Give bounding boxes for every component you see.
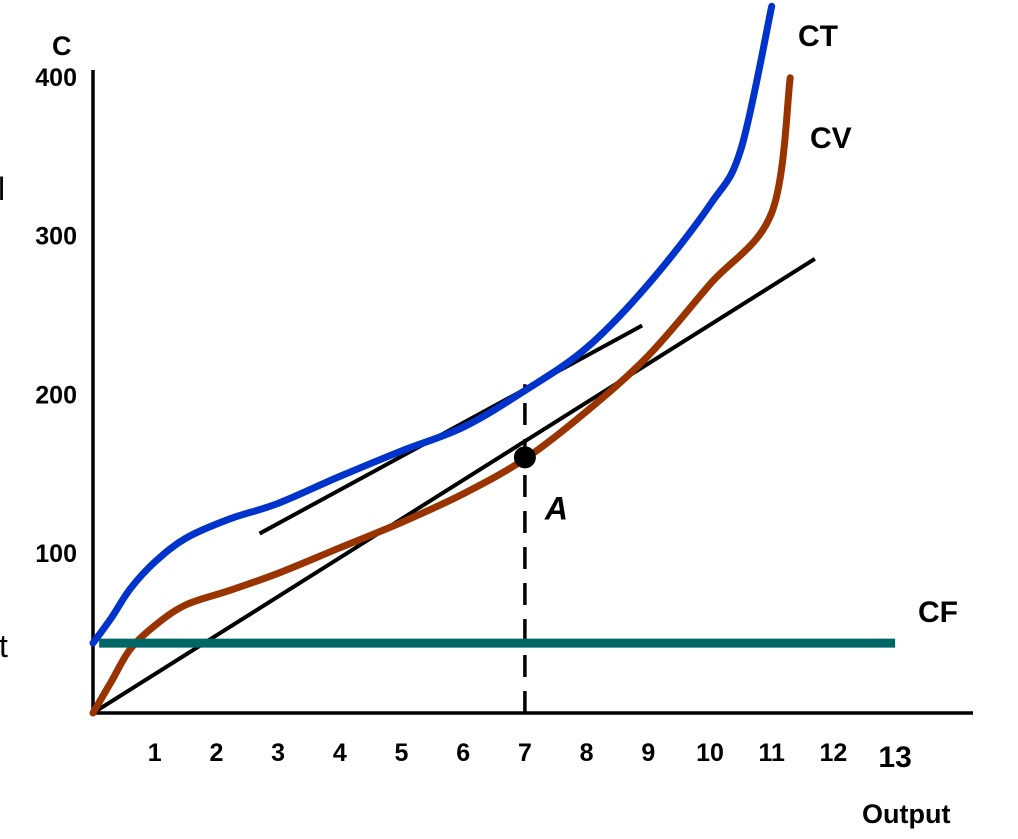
x-axis-title: Output <box>862 799 950 829</box>
x-tick-label-4: 4 <box>333 739 347 767</box>
point-a-label: A <box>544 490 568 526</box>
y-tick-label-400: 400 <box>35 64 77 92</box>
cf-label: CF <box>918 596 958 629</box>
y-tick-label-200: 200 <box>35 381 77 409</box>
left-fragment-3: t <box>0 628 8 664</box>
x-tick-label-12: 12 <box>819 739 847 767</box>
left-fragment-1: l <box>0 171 5 207</box>
cv-label: CV <box>810 122 852 155</box>
x-tick-label-11: 11 <box>758 739 785 767</box>
x-tick-label-3: 3 <box>271 739 285 767</box>
ct-label: CT <box>798 20 838 53</box>
ray-through-origin-line <box>91 257 816 715</box>
x-tick-label-2: 2 <box>209 739 223 767</box>
x-tick-label-6: 6 <box>456 739 470 767</box>
x-tick-label-5: 5 <box>395 739 409 767</box>
y-tick-label-300: 300 <box>35 223 77 251</box>
point-a-marker <box>513 446 536 469</box>
y-axis-title: C <box>52 31 72 61</box>
x-tick-label-8: 8 <box>580 739 594 767</box>
y-tick-label-100: 100 <box>35 540 77 568</box>
x-tick-label-1: 1 <box>148 739 162 767</box>
x-tick-label-13: 13 <box>878 741 911 774</box>
x-tick-label-7: 7 <box>518 739 532 767</box>
x-tick-label-9: 9 <box>641 739 655 767</box>
cv-curve <box>89 74 794 717</box>
x-tick-label-10: 10 <box>696 739 724 767</box>
ct-curve <box>89 2 776 647</box>
